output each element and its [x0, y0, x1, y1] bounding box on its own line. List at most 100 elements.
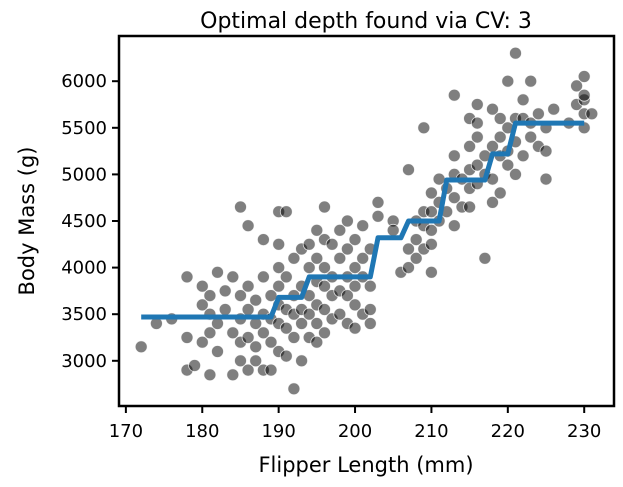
data-point [203, 289, 217, 303]
data-point [409, 233, 423, 247]
data-point [333, 307, 347, 321]
data-point [516, 93, 530, 107]
data-point [447, 88, 461, 102]
data-point [272, 279, 286, 293]
data-point [302, 237, 316, 251]
data-point [356, 219, 370, 233]
data-point [509, 46, 522, 60]
data-point [501, 158, 515, 172]
data-point [211, 265, 224, 279]
data-point [256, 326, 270, 340]
data-point [195, 298, 209, 312]
data-point [424, 265, 438, 279]
data-point [318, 326, 331, 340]
data-point [363, 317, 377, 330]
data-point [340, 289, 354, 303]
data-point [234, 289, 247, 303]
data-point [363, 303, 377, 316]
data-point [516, 149, 530, 163]
data-point [241, 219, 255, 233]
data-point [340, 214, 354, 228]
y-tick-label: 5000 [61, 164, 107, 185]
data-point [333, 223, 347, 237]
data-point [386, 223, 400, 237]
data-point [470, 130, 484, 144]
data-point [325, 237, 339, 251]
data-point [302, 307, 316, 321]
y-axis-label: Body Mass (g) [15, 147, 39, 296]
data-point [241, 279, 255, 293]
data-point [493, 130, 507, 144]
data-point [348, 321, 362, 335]
data-point [501, 74, 515, 88]
data-point [402, 261, 415, 275]
data-point [348, 261, 362, 275]
data-point [524, 130, 538, 144]
data-point [539, 172, 553, 186]
data-point [264, 335, 278, 349]
y-axis-ticks: 3000 3500 4000 4500 5000 5500 6000 [61, 71, 119, 372]
data-point [463, 200, 477, 214]
data-point [211, 345, 224, 358]
data-point [195, 335, 209, 349]
data-point [279, 270, 293, 284]
data-point [249, 293, 263, 307]
data-point [463, 139, 477, 153]
data-point [318, 303, 331, 316]
y-tick-label: 5500 [61, 118, 107, 139]
data-point [493, 186, 507, 200]
data-point [356, 251, 370, 265]
x-axis-label: Flipper Length (mm) [258, 453, 473, 477]
data-point [424, 186, 438, 200]
data-point [318, 279, 331, 293]
data-point [287, 331, 301, 344]
data-point [318, 200, 331, 214]
data-point [195, 279, 209, 293]
data-point [226, 270, 240, 284]
data-point [256, 270, 270, 284]
y-tick-label: 4000 [61, 258, 107, 279]
data-point [310, 335, 324, 349]
x-tick-label: 180 [185, 421, 219, 442]
data-point [424, 223, 438, 237]
data-point [493, 112, 507, 125]
data-point [279, 321, 293, 335]
data-point [333, 251, 347, 265]
data-point [279, 349, 293, 363]
data-point [279, 205, 293, 219]
data-point [264, 363, 278, 377]
data-point [348, 298, 362, 312]
data-point [486, 195, 499, 209]
x-tick-label: 170 [109, 421, 143, 442]
data-point [424, 237, 438, 251]
data-point [447, 191, 461, 205]
y-tick-label: 6000 [61, 71, 107, 92]
scatter-points [134, 46, 599, 396]
data-point [447, 219, 461, 233]
data-point [318, 261, 331, 275]
regression-line [141, 120, 585, 320]
data-point [509, 167, 522, 181]
data-point [524, 74, 538, 88]
data-point [470, 158, 484, 172]
data-point [287, 251, 301, 265]
data-point [402, 163, 415, 177]
data-point [234, 354, 247, 368]
data-point [241, 363, 255, 377]
x-axis-ticks: 170 180 190 200 210 220 230 [109, 406, 601, 442]
data-point [478, 251, 492, 265]
data-point [272, 261, 286, 275]
data-point [180, 270, 194, 284]
data-point [486, 102, 499, 116]
x-tick-label: 190 [261, 421, 295, 442]
data-point [302, 261, 316, 275]
data-point [363, 279, 377, 293]
data-point [409, 251, 423, 265]
data-point [470, 116, 484, 130]
data-point [310, 223, 324, 237]
data-point [203, 326, 217, 340]
data-point [295, 354, 309, 368]
x-tick-label: 210 [414, 421, 448, 442]
data-point [417, 121, 431, 135]
x-tick-label: 200 [338, 421, 372, 442]
